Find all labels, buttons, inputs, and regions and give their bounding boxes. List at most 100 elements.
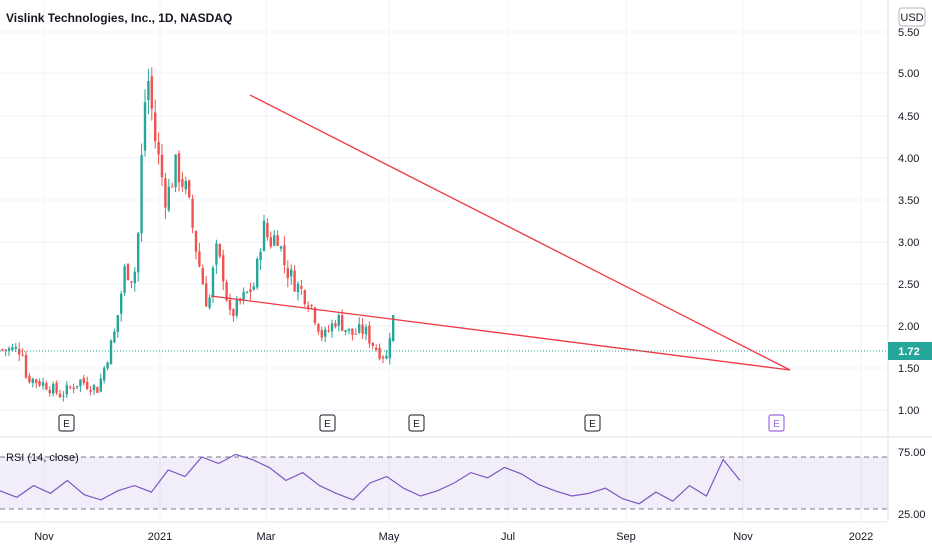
lower-trendline[interactable] [210, 295, 791, 371]
time-tick-label: 2022 [849, 531, 873, 543]
earnings-marker[interactable] [58, 414, 75, 432]
candle [211, 265, 215, 304]
candle [24, 351, 28, 380]
candle [252, 282, 255, 291]
candle [378, 343, 381, 361]
candle [45, 380, 48, 391]
candle [364, 324, 368, 341]
time-tick-label: May [379, 531, 400, 543]
time-tick-label: 2021 [148, 531, 172, 543]
earnings-marker-label: E [413, 419, 420, 430]
candle [174, 154, 177, 193]
price-tick-label: 1.50 [898, 363, 919, 375]
candle [4, 349, 7, 357]
candle [385, 350, 388, 360]
candle [150, 67, 153, 121]
candle [28, 373, 31, 384]
candle [120, 290, 123, 322]
candle [307, 301, 310, 312]
candle [147, 68, 150, 115]
candle [171, 182, 174, 188]
candle [62, 391, 65, 402]
candle [242, 287, 245, 305]
earnings-marker-label: E [63, 419, 70, 430]
time-tick-label: Jul [501, 531, 515, 543]
earnings-markers: E E E E E [58, 414, 785, 432]
time-tick-label: Nov [34, 531, 54, 543]
candle [143, 89, 147, 157]
candle [133, 266, 136, 292]
candle [69, 385, 72, 390]
candle [38, 378, 41, 387]
price-tick-label: 3.50 [898, 195, 919, 207]
rsi-axis-label: 75.00 [898, 447, 926, 459]
candle [205, 275, 208, 307]
candle [157, 132, 160, 165]
rsi-line [0, 453, 741, 505]
candle [160, 143, 164, 187]
earnings-marker-label: E [589, 419, 596, 430]
candle [368, 321, 371, 348]
candle [116, 314, 119, 338]
candle [266, 218, 269, 241]
candle [256, 256, 259, 290]
upcoming-earnings-marker[interactable] [768, 414, 785, 432]
candle [375, 344, 378, 352]
candle [140, 143, 143, 242]
candle [218, 243, 221, 259]
candle [337, 313, 340, 332]
candle [184, 176, 187, 195]
candle [35, 378, 38, 389]
candle [296, 281, 300, 301]
earnings-marker[interactable] [408, 414, 425, 432]
candle [228, 293, 232, 316]
earnings-marker[interactable] [584, 414, 601, 432]
price-tick-label: 3.00 [898, 237, 919, 249]
candle [334, 320, 337, 329]
candle [269, 231, 272, 249]
candle [164, 172, 167, 220]
candle [293, 265, 296, 293]
candle [154, 99, 157, 149]
price-tick-label: 5.50 [898, 27, 919, 39]
candles [1, 67, 395, 402]
vertical-gridlines [43, 0, 862, 522]
candle [21, 348, 24, 357]
last-price-value: 1.72 [898, 346, 919, 358]
candle [1, 348, 4, 352]
candle [303, 289, 306, 307]
candle [222, 249, 225, 291]
candle [310, 304, 313, 309]
candle [11, 343, 14, 352]
candle [279, 245, 283, 252]
candle [388, 332, 391, 365]
candle [92, 383, 96, 395]
price-tick-label: 4.50 [898, 111, 919, 123]
candle [371, 342, 374, 350]
candle [89, 385, 92, 396]
candle [31, 377, 34, 388]
rsi-band-fill [0, 457, 888, 509]
candle [215, 239, 218, 275]
chart-title: Vislink Technologies, Inc., 1D, NASDAQ [6, 11, 232, 25]
candle [103, 365, 106, 384]
rsi-label: RSI (14, close) [6, 452, 79, 464]
candle [330, 319, 334, 338]
candle [361, 317, 364, 340]
candle [327, 324, 330, 333]
candle [79, 379, 82, 392]
currency-badge[interactable] [898, 7, 926, 27]
upper-trendline[interactable] [249, 94, 791, 371]
candle [58, 389, 62, 398]
price-tick-label: 1.00 [898, 405, 919, 417]
candle [75, 385, 79, 390]
candle [191, 194, 194, 234]
time-tick-label: Nov [733, 531, 753, 543]
candle [106, 361, 109, 371]
earnings-marker[interactable] [319, 414, 336, 432]
price-tick-label: 5.00 [898, 68, 919, 80]
candle [381, 355, 385, 364]
candle [52, 381, 55, 397]
candle [177, 150, 181, 192]
